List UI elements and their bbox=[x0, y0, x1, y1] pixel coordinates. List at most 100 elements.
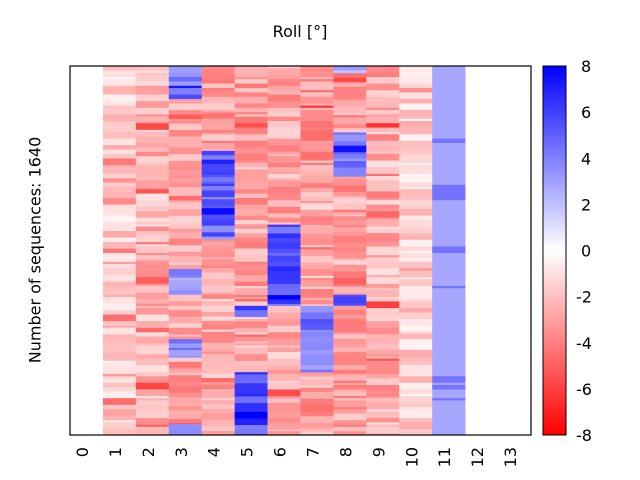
colorbar-tick-label: -6 bbox=[576, 380, 592, 399]
heatmap-cell bbox=[267, 374, 301, 381]
heatmap-cell bbox=[102, 360, 137, 364]
heatmap-cell bbox=[201, 103, 235, 111]
heatmap-cell bbox=[267, 332, 301, 340]
heatmap-cell bbox=[234, 301, 268, 307]
heatmap-cell bbox=[135, 259, 170, 263]
heatmap-cell bbox=[366, 226, 400, 230]
heatmap-cell bbox=[366, 167, 400, 175]
heatmap-cell bbox=[168, 370, 203, 374]
heatmap-cell bbox=[135, 94, 170, 102]
heatmap-cell bbox=[366, 334, 400, 337]
heatmap-cell bbox=[168, 419, 203, 424]
heatmap-cell bbox=[267, 319, 301, 322]
heatmap-cell bbox=[267, 167, 301, 172]
heatmap-cell bbox=[399, 261, 433, 269]
heatmap-cell bbox=[333, 389, 367, 392]
heatmap-cell bbox=[333, 220, 367, 226]
heatmap-cell bbox=[267, 68, 301, 76]
heatmap-cell bbox=[135, 211, 170, 219]
heatmap-cell bbox=[366, 308, 400, 315]
heatmap-cell bbox=[333, 365, 367, 370]
heatmap-cell bbox=[234, 107, 268, 113]
heatmap-cell bbox=[168, 392, 203, 398]
heatmap-cell bbox=[201, 347, 235, 352]
heatmap-cell bbox=[267, 407, 301, 414]
heatmap-cell bbox=[300, 165, 334, 170]
heatmap-cell bbox=[399, 301, 433, 309]
heatmap-cell bbox=[432, 371, 466, 377]
heatmap-cell bbox=[399, 330, 433, 333]
heatmap-cell bbox=[168, 347, 203, 351]
heatmap-cell bbox=[201, 110, 235, 113]
heatmap-cell bbox=[399, 147, 433, 155]
heatmap-cell bbox=[366, 132, 400, 135]
heatmap-cell bbox=[267, 253, 301, 256]
heatmap-cell bbox=[267, 94, 301, 102]
heatmap-cell bbox=[300, 323, 334, 331]
heatmap-cell bbox=[234, 123, 268, 128]
heatmap-cell bbox=[168, 94, 203, 100]
heatmap-cell bbox=[300, 143, 334, 150]
heatmap-cell bbox=[102, 178, 137, 183]
heatmap-cell bbox=[234, 319, 268, 322]
heatmap-cell bbox=[234, 299, 268, 302]
heatmap-cell bbox=[432, 132, 466, 139]
heatmap-cell bbox=[333, 334, 367, 340]
heatmap-cell bbox=[135, 400, 170, 406]
heatmap-cell bbox=[300, 85, 334, 91]
heatmap-cell bbox=[432, 290, 466, 298]
heatmap-cell bbox=[234, 242, 268, 249]
heatmap-cell bbox=[333, 247, 367, 252]
heatmap-cell bbox=[432, 301, 466, 307]
heatmap-cell bbox=[267, 200, 301, 208]
colorbar-tick-label: 8 bbox=[581, 57, 591, 76]
heatmap-cell bbox=[333, 99, 367, 107]
heatmap-cell bbox=[168, 284, 203, 290]
heatmap-cell bbox=[399, 433, 433, 436]
heatmap-cell bbox=[432, 264, 466, 269]
heatmap-cell bbox=[366, 116, 400, 120]
heatmap-cell bbox=[234, 381, 268, 384]
heatmap-cell bbox=[300, 319, 334, 324]
heatmap-cell bbox=[399, 418, 433, 423]
heatmap-cell bbox=[366, 275, 400, 278]
heatmap-cell bbox=[234, 396, 268, 404]
heatmap-cell bbox=[399, 292, 433, 300]
heatmap-cell bbox=[366, 140, 400, 146]
heatmap-cell bbox=[333, 400, 367, 408]
heatmap-cell bbox=[168, 72, 203, 78]
heatmap-cell bbox=[168, 99, 203, 104]
heatmap-cell bbox=[201, 430, 235, 436]
heatmap-cell bbox=[267, 74, 301, 80]
heatmap-cell bbox=[267, 217, 301, 223]
heatmap-cell bbox=[333, 227, 367, 232]
heatmap-cell bbox=[267, 121, 301, 128]
heatmap-cell bbox=[168, 169, 203, 177]
heatmap-cell bbox=[135, 147, 170, 153]
heatmap-cell bbox=[234, 193, 268, 199]
heatmap-cell bbox=[399, 220, 433, 227]
heatmap-cell bbox=[168, 138, 203, 142]
heatmap-cell bbox=[333, 424, 367, 428]
heatmap-cell bbox=[300, 305, 334, 313]
heatmap-cell bbox=[234, 394, 268, 397]
heatmap-cell bbox=[168, 403, 203, 407]
heatmap-cell bbox=[168, 279, 203, 285]
heatmap-cell bbox=[234, 264, 268, 271]
heatmap-cell bbox=[102, 215, 137, 223]
heatmap-cell bbox=[234, 167, 268, 170]
heatmap-cell bbox=[234, 169, 268, 177]
heatmap-cell bbox=[366, 327, 400, 335]
heatmap-cell bbox=[201, 408, 235, 414]
heatmap-cell bbox=[234, 209, 268, 216]
heatmap-cell bbox=[366, 321, 400, 329]
heatmap-cell bbox=[300, 171, 334, 177]
heatmap-cell bbox=[201, 331, 235, 337]
heatmap-cell bbox=[267, 154, 301, 157]
heatmap-cell bbox=[399, 268, 433, 271]
heatmap-cell bbox=[168, 77, 203, 82]
heatmap-cell bbox=[333, 86, 367, 94]
heatmap-cell bbox=[333, 174, 367, 177]
heatmap-cell bbox=[168, 88, 203, 93]
heatmap-cell bbox=[201, 116, 235, 120]
